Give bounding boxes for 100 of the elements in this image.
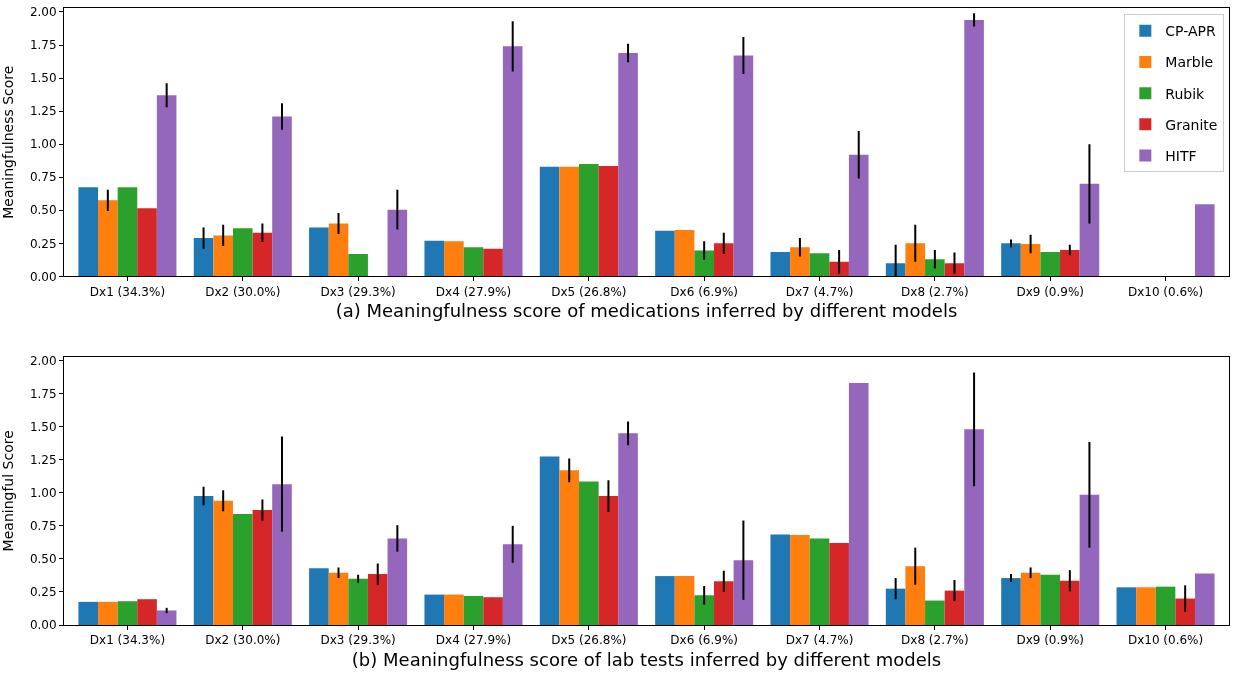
y-tick-label: 0.75 xyxy=(29,170,57,185)
y-tick-label: 1.00 xyxy=(29,485,57,500)
bar xyxy=(559,166,580,277)
x-tick-label: Dx6 (6.9%) xyxy=(670,284,738,299)
bar xyxy=(1194,573,1215,625)
y-tick-label: 1.75 xyxy=(29,38,57,53)
x-tick-label: Dx5 (26.8%) xyxy=(551,284,627,299)
y-tick-label: 1.00 xyxy=(29,137,57,152)
bar xyxy=(674,576,695,625)
y-tick-label: 0.25 xyxy=(29,585,57,600)
bar xyxy=(272,484,292,625)
x-tick-label: Dx4 (27.9%) xyxy=(435,633,512,648)
bar xyxy=(713,243,734,277)
bar xyxy=(444,594,464,625)
bar xyxy=(559,470,580,625)
bar xyxy=(193,238,214,277)
bar xyxy=(78,187,99,277)
bar xyxy=(905,566,926,625)
bar xyxy=(944,590,965,625)
y-tick-label: 2.00 xyxy=(29,353,57,368)
bar xyxy=(483,597,503,625)
x-tick-label: Dx7 (4.7%) xyxy=(785,633,854,648)
bar xyxy=(770,251,791,277)
bar xyxy=(137,208,157,277)
bar xyxy=(193,496,214,625)
bar xyxy=(483,248,503,277)
bar xyxy=(790,535,810,625)
x-axis-title: (a) Meaningfulness score of medications inferred by different models xyxy=(335,299,958,321)
x-tick-label: Dx1 (34.3%) xyxy=(89,284,166,299)
x-axis-title: (b) Meaningfulness score of lab tests inferred by different models xyxy=(351,648,942,670)
bar xyxy=(463,247,484,277)
bar xyxy=(885,588,906,625)
bar xyxy=(598,496,619,625)
bar xyxy=(1001,243,1021,277)
x-tick-label: Dx7 (4.7%) xyxy=(785,284,854,299)
x-tick-label: Dx4 (27.9%) xyxy=(435,284,512,299)
bar xyxy=(579,164,599,277)
bar xyxy=(1116,587,1137,625)
bar xyxy=(809,538,830,625)
legend-label: Rubik xyxy=(1165,85,1206,102)
bar xyxy=(98,200,118,277)
bar xyxy=(232,513,253,625)
bar xyxy=(964,429,984,625)
bar xyxy=(618,52,638,277)
bar xyxy=(539,166,560,277)
bar xyxy=(348,253,368,277)
bar xyxy=(424,240,445,277)
bar xyxy=(790,247,810,277)
y-tick-label: 0.50 xyxy=(29,552,57,567)
bar xyxy=(655,576,675,625)
bar xyxy=(1040,251,1061,277)
x-tick-label: Dx9 (0.9%) xyxy=(1016,284,1085,299)
x-tick-label: Dx3 (29.3%) xyxy=(320,284,396,299)
bar xyxy=(809,253,830,277)
bar xyxy=(925,600,945,625)
bar xyxy=(424,594,445,625)
bar xyxy=(1020,572,1041,625)
bar xyxy=(1079,183,1100,277)
bar xyxy=(1136,587,1156,625)
y-tick-label: 1.50 xyxy=(29,419,57,434)
bar xyxy=(252,232,273,277)
x-tick-label: Dx8 (2.7%) xyxy=(901,633,969,648)
bar xyxy=(309,568,329,625)
y-axis-title: Meaningful Score xyxy=(0,430,16,552)
y-tick-label: 1.25 xyxy=(29,104,57,119)
bar xyxy=(502,46,523,277)
bar xyxy=(1040,574,1061,625)
bar xyxy=(1175,598,1195,625)
bar xyxy=(328,223,349,277)
bar xyxy=(598,166,619,277)
bar xyxy=(579,481,599,625)
bar xyxy=(733,55,754,277)
y-tick-label: 0.25 xyxy=(29,236,57,251)
bar xyxy=(444,241,464,277)
x-tick-label: Dx6 (6.9%) xyxy=(670,633,738,648)
bar xyxy=(694,250,714,277)
bar xyxy=(213,235,233,277)
bar xyxy=(655,230,675,277)
bar xyxy=(1020,244,1041,277)
bar xyxy=(252,509,273,625)
bar xyxy=(137,599,157,625)
y-tick-label: 0.00 xyxy=(29,618,57,633)
bar xyxy=(463,595,484,625)
bar xyxy=(367,574,388,625)
legend-label: Granite xyxy=(1165,116,1218,133)
bar xyxy=(156,95,177,277)
bar xyxy=(272,116,292,277)
bar xyxy=(78,601,99,625)
bar xyxy=(117,187,138,277)
bar xyxy=(117,601,138,625)
bar xyxy=(539,456,560,625)
bar xyxy=(925,259,945,277)
bar xyxy=(232,228,253,277)
bar xyxy=(674,230,695,277)
y-tick-label: 2.00 xyxy=(29,5,57,20)
y-tick-label: 1.25 xyxy=(29,452,57,467)
bar xyxy=(387,538,408,625)
x-tick-label: Dx5 (26.8%) xyxy=(551,633,627,648)
bar xyxy=(309,227,329,277)
bar xyxy=(1155,586,1176,625)
